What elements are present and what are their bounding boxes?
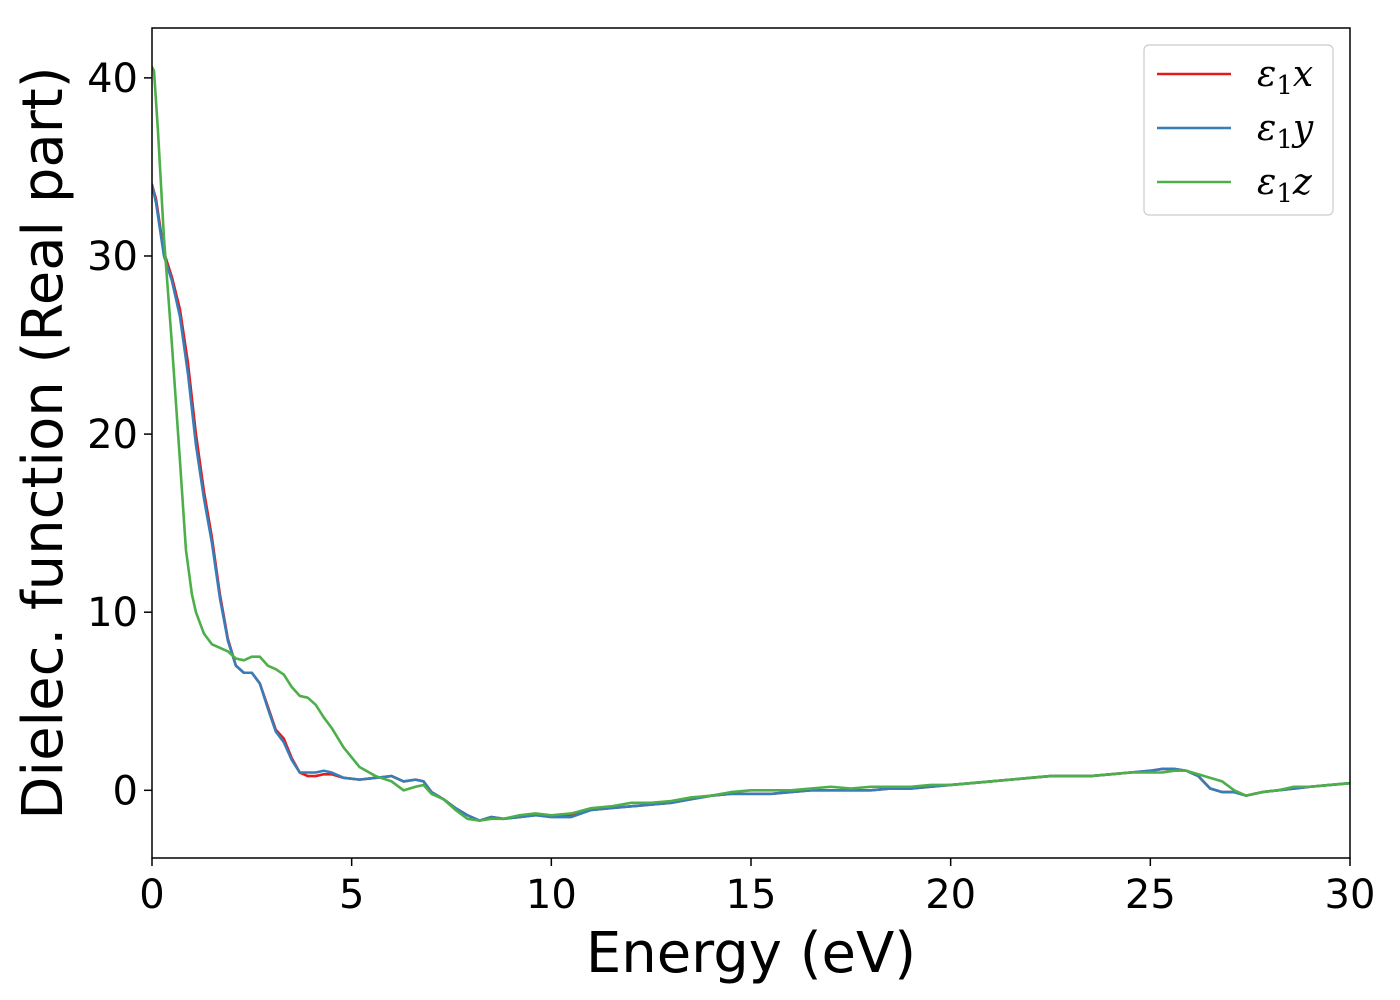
- x-axis-ticks: 0 5 10 15 20 25 30: [139, 858, 1375, 918]
- y-tick-label: 10: [87, 590, 138, 636]
- legend-subscript: 1: [1276, 179, 1293, 209]
- y-tick-label: 20: [87, 412, 138, 458]
- y-axis-ticks: 0 10 20 30 40: [87, 56, 152, 814]
- x-tick-label: 20: [925, 872, 976, 918]
- x-tick-label: 30: [1325, 872, 1376, 918]
- legend-label-z: ε1z: [1257, 162, 1313, 209]
- x-tick-label: 10: [526, 872, 577, 918]
- x-tick-label: 15: [726, 872, 777, 918]
- legend-symbol: ε: [1257, 162, 1276, 203]
- legend-symbol: ε: [1257, 108, 1276, 149]
- x-axis-label: Energy (eV): [586, 921, 916, 986]
- y-axis-label: Dielec. function (Real part): [11, 66, 76, 819]
- y-tick-label: 0: [113, 768, 138, 814]
- series-line-z: [152, 65, 1350, 822]
- series-line-y: [152, 183, 1350, 822]
- legend-component: z: [1292, 162, 1313, 203]
- legend-subscript: 1: [1276, 71, 1293, 101]
- legend-label-y: ε1y: [1257, 108, 1314, 155]
- series-line-x: [152, 183, 1350, 822]
- series-layer: [152, 65, 1350, 822]
- x-tick-label: 25: [1125, 872, 1176, 918]
- legend-box: [1143, 44, 1334, 216]
- y-tick-label: 40: [87, 56, 138, 102]
- legend-subscript: 1: [1276, 125, 1293, 155]
- x-tick-label: 0: [139, 872, 164, 918]
- y-tick-label: 30: [87, 234, 138, 280]
- legend-label-x: ε1x: [1257, 54, 1313, 101]
- legend-component: x: [1293, 54, 1313, 95]
- legend-component: y: [1291, 108, 1314, 149]
- legend-symbol: ε: [1257, 54, 1276, 95]
- x-tick-label: 5: [339, 872, 364, 918]
